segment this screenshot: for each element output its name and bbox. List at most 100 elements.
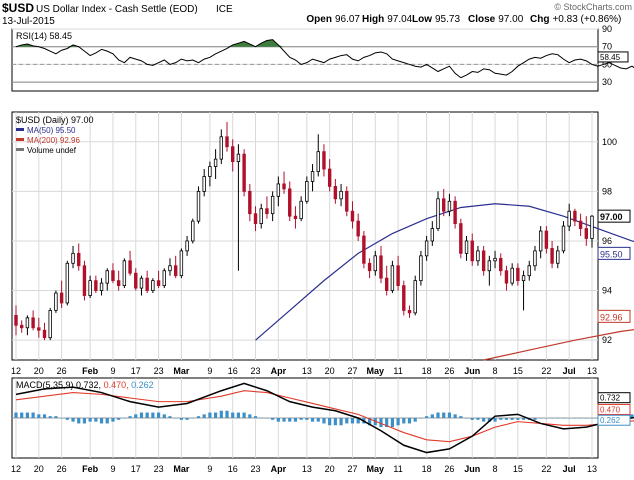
macd-histogram-bar bbox=[430, 414, 434, 418]
macd-date-tick: 8 bbox=[493, 464, 498, 474]
candle-body bbox=[493, 257, 497, 262]
macd-title: MACD(5,35,9) 0.732, 0.470, 0.262 bbox=[16, 380, 154, 390]
price-candle bbox=[419, 250, 423, 286]
ma50-legend-swatch bbox=[16, 128, 24, 131]
price-marks bbox=[14, 121, 634, 361]
macd-panel: MACD(5,35,9) 0.732, 0.470, 0.262 0.7320.… bbox=[11, 377, 634, 474]
candle-body bbox=[567, 210, 571, 227]
open-value: 96.07 bbox=[335, 14, 360, 25]
candle-body bbox=[37, 327, 41, 331]
macd-date-tick: 9 bbox=[207, 464, 212, 474]
macd-date-tick: 9 bbox=[110, 464, 115, 474]
candle-body bbox=[578, 220, 583, 229]
price-candle bbox=[396, 255, 400, 291]
macd-date-tick: 23 bbox=[154, 464, 164, 474]
price-candle bbox=[373, 250, 377, 276]
price-date-tick: 15 bbox=[513, 366, 523, 376]
candle-body bbox=[459, 223, 463, 254]
price-candle bbox=[236, 144, 241, 271]
ma50-value-label: 95.50 bbox=[600, 249, 623, 259]
candle-body bbox=[481, 250, 486, 272]
candle-body bbox=[333, 185, 338, 200]
candle-body bbox=[122, 260, 127, 286]
macd-histogram-bar bbox=[88, 418, 92, 422]
macd-histogram-bar bbox=[282, 418, 286, 422]
ma200-value-label: 92.96 bbox=[600, 312, 623, 322]
macd-histogram-bar bbox=[196, 416, 201, 418]
candle-body bbox=[544, 230, 549, 249]
rsi-tick-label: 90 bbox=[602, 24, 612, 34]
price-candle bbox=[282, 171, 286, 194]
candle-body bbox=[362, 235, 366, 264]
price-candle bbox=[116, 270, 121, 291]
rsi-tick-label: 30 bbox=[602, 77, 612, 87]
price-candle bbox=[225, 121, 229, 152]
price-candle bbox=[487, 255, 492, 286]
macd-histogram-bar bbox=[470, 418, 474, 420]
price-title: $USD (Daily) 97.00 bbox=[16, 115, 94, 125]
candle-body bbox=[476, 250, 480, 262]
macd-histogram-bar bbox=[65, 418, 69, 420]
macd-date-tick: 16 bbox=[228, 464, 238, 474]
price-candle bbox=[573, 208, 577, 227]
macd-histogram-bar bbox=[94, 418, 98, 422]
candle-body bbox=[139, 277, 144, 289]
candle-body bbox=[208, 166, 212, 177]
candle-body bbox=[151, 280, 155, 291]
price-candle bbox=[533, 245, 537, 271]
candle-body bbox=[322, 151, 326, 170]
candle-body bbox=[561, 225, 566, 252]
macd-last-box bbox=[597, 392, 631, 404]
price-last-label: 97.00 bbox=[600, 212, 623, 222]
macd-histogram-bar bbox=[550, 418, 554, 419]
price-date-tick: Jun bbox=[464, 366, 480, 376]
candle-body bbox=[573, 210, 577, 222]
close-label: Close bbox=[468, 14, 496, 25]
price-date-tick: 12 bbox=[11, 366, 21, 376]
rsi-line bbox=[15, 39, 634, 79]
price-panel: $USD (Daily) 97.00 MA(50) 95.50 MA(200) … bbox=[11, 111, 634, 376]
macd-histogram-bar bbox=[208, 412, 212, 418]
macd-histogram-bar bbox=[293, 418, 298, 422]
price-candle bbox=[54, 290, 58, 313]
candle-body bbox=[504, 270, 509, 284]
price-candle bbox=[413, 275, 417, 316]
macd-last-label: 0.262 bbox=[600, 416, 621, 425]
candle-body bbox=[419, 255, 423, 282]
price-candle bbox=[333, 178, 338, 204]
price-candle bbox=[322, 144, 326, 177]
rsi-last-value-label: 58.45 bbox=[600, 53, 621, 62]
candle-body bbox=[116, 280, 121, 287]
price-tick-label: 96 bbox=[602, 236, 612, 246]
candle-body bbox=[556, 250, 560, 264]
candle-body bbox=[487, 260, 492, 272]
candle-body bbox=[516, 267, 520, 282]
price-candle bbox=[476, 245, 480, 266]
candle-body bbox=[510, 267, 514, 284]
candle-body bbox=[145, 277, 149, 291]
macd-histogram-bar bbox=[134, 414, 138, 418]
price-candle bbox=[191, 218, 195, 244]
macd-histogram-bar bbox=[185, 418, 189, 420]
candle-body bbox=[14, 314, 18, 326]
low-label: Low bbox=[412, 14, 432, 25]
ma200-legend-label: MA(200) 92.96 bbox=[27, 136, 80, 145]
price-candle bbox=[430, 221, 435, 246]
candle-body bbox=[299, 200, 303, 220]
price-candle bbox=[213, 149, 218, 179]
price-candle bbox=[327, 159, 332, 192]
macd-histogram-bar bbox=[402, 418, 406, 424]
macd-histogram-bar bbox=[242, 412, 246, 418]
candle-body bbox=[470, 240, 474, 262]
macd-histogram-bar bbox=[156, 412, 161, 418]
macd-date-tick: May bbox=[367, 464, 385, 474]
candle-body bbox=[424, 240, 429, 257]
candle-body bbox=[373, 255, 377, 272]
symbol-label: $USD bbox=[2, 1, 34, 15]
macd-histogram-bar bbox=[25, 412, 30, 418]
price-candle bbox=[276, 176, 281, 207]
macd-date-tick: 12 bbox=[11, 464, 21, 474]
price-candle bbox=[259, 203, 263, 229]
candle-body bbox=[105, 270, 109, 284]
candle-body bbox=[430, 228, 435, 242]
